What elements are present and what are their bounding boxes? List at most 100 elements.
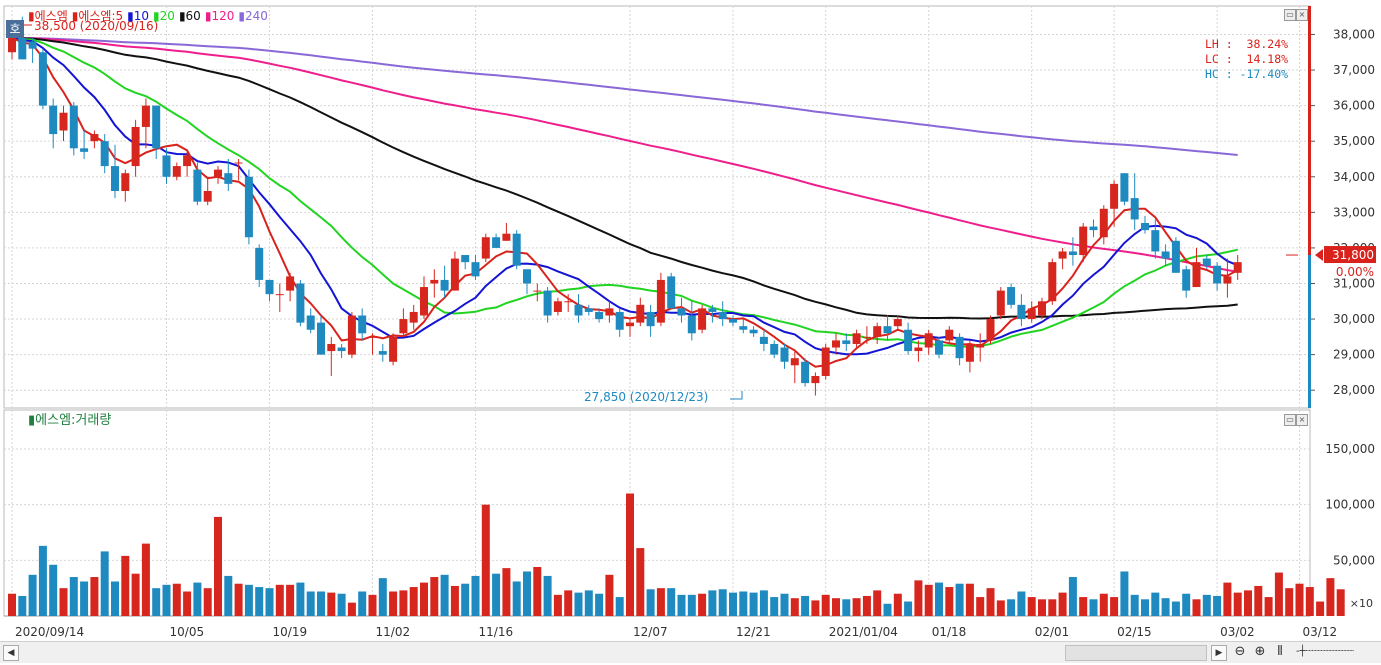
- volume-bar: [347, 602, 356, 616]
- candle-body: [214, 169, 222, 177]
- candle: [327, 336, 336, 376]
- ma-120-line: [11, 37, 1238, 273]
- legend-item[interactable]: 240: [244, 9, 268, 23]
- candle-body: [677, 308, 686, 316]
- volume-bar: [440, 574, 449, 616]
- volume-bar: [1192, 599, 1201, 616]
- scroll-left-icon[interactable]: ◀: [3, 645, 19, 661]
- pane-close-icon[interactable]: ×: [1296, 9, 1308, 21]
- candle: [1079, 223, 1088, 263]
- candle-body: [450, 258, 459, 291]
- candle: [193, 162, 202, 206]
- candle-body: [28, 41, 37, 49]
- last-change-label: 0.00%: [1336, 265, 1374, 279]
- candle: [759, 329, 768, 352]
- date-tick-label: 12/07: [633, 625, 668, 639]
- volume-bar: [481, 504, 490, 616]
- candle-body: [399, 319, 408, 334]
- legend-item[interactable]: 10: [133, 9, 150, 23]
- candle-body: [1141, 223, 1149, 231]
- candle: [378, 343, 387, 362]
- volume-bar: [564, 590, 573, 616]
- volume-pane-close-icon[interactable]: ×: [1296, 414, 1308, 426]
- order-badge[interactable]: 호: [6, 20, 24, 38]
- volume-bar: [770, 597, 779, 616]
- volume-bar: [883, 603, 892, 616]
- hc-stat: HC : -17.40%: [1205, 67, 1289, 81]
- candle-body: [708, 308, 717, 312]
- volume-bar: [141, 543, 150, 616]
- pane-restore-icon[interactable]: ▭: [1284, 9, 1296, 21]
- volume-bar: [38, 545, 47, 616]
- volume-bar: [275, 584, 284, 616]
- candle: [667, 272, 676, 309]
- volume-bars: [8, 493, 1345, 616]
- candle-body: [337, 347, 346, 352]
- candle-body: [1017, 304, 1026, 320]
- candle-body: [1038, 301, 1046, 316]
- volume-bar: [1068, 577, 1077, 616]
- candle: [90, 130, 99, 149]
- volume-pane-restore-icon[interactable]: ▭: [1284, 414, 1296, 426]
- volume-bar: [1285, 588, 1294, 616]
- candle-body: [996, 290, 1005, 316]
- legend-item[interactable]: 120: [211, 9, 235, 23]
- bar-count-icon[interactable]: ⦀: [1277, 644, 1283, 659]
- volume-bar: [1213, 595, 1222, 616]
- candle: [286, 272, 295, 302]
- candle: [955, 333, 964, 366]
- zoom-in-icon[interactable]: ⊕: [1254, 644, 1266, 659]
- volume-bar: [121, 555, 130, 616]
- candle: [152, 105, 161, 159]
- candle-body: [203, 190, 212, 202]
- candle: [28, 38, 37, 63]
- legend-item[interactable]: 에스엠:5: [78, 9, 124, 23]
- volume-bar: [1202, 594, 1211, 616]
- candle: [852, 329, 861, 348]
- candle-body: [38, 52, 47, 106]
- legend-item[interactable]: 에스엠: [34, 9, 68, 23]
- candle-body: [378, 351, 387, 355]
- horizontal-scrollbar[interactable]: ◀ ▶ ⊖ ⊕ ⦀ -┼┈┈┈┈┈┈┈┈: [0, 641, 1381, 663]
- candle-body: [80, 148, 89, 152]
- candle-body: [543, 290, 552, 316]
- candle: [1141, 215, 1149, 234]
- candle: [492, 233, 501, 248]
- scroll-thumb[interactable]: [1065, 645, 1207, 661]
- legend-marker: ▮: [28, 9, 35, 23]
- candle: [595, 308, 604, 323]
- candle: [420, 276, 428, 320]
- candle-body: [141, 105, 150, 127]
- candle: [1027, 301, 1036, 323]
- candle-body: [492, 237, 501, 248]
- volume-bar: [1099, 593, 1108, 616]
- volume-bar: [636, 548, 645, 616]
- price-tick-label: 34,000: [1333, 170, 1375, 184]
- zoom-slider[interactable]: -┼┈┈┈┈┈┈┈┈: [1296, 646, 1354, 657]
- volume-bar: [996, 600, 1005, 616]
- legend-item[interactable]: 20: [159, 9, 175, 23]
- last-price-tag: [1324, 246, 1376, 264]
- volume-tick-label: 150,000: [1325, 442, 1375, 456]
- volume-bar: [502, 568, 511, 616]
- zoom-out-icon[interactable]: ⊖: [1234, 644, 1246, 659]
- volume-bar: [955, 583, 964, 616]
- candle: [708, 304, 717, 323]
- candle-body: [574, 304, 583, 316]
- candle-body: [327, 343, 336, 352]
- scroll-right-icon[interactable]: ▶: [1211, 645, 1227, 661]
- price-tick-label: 29,000: [1333, 348, 1375, 362]
- candle: [131, 119, 140, 177]
- candle-body: [152, 105, 161, 149]
- volume-bar: [1089, 599, 1098, 616]
- candle-body: [595, 311, 604, 320]
- legend-item[interactable]: 60: [185, 9, 201, 23]
- volume-bar: [1244, 590, 1252, 616]
- volume-bar: [605, 574, 614, 616]
- candle-body: [121, 173, 130, 191]
- date-tick-label: 03/12: [1303, 625, 1338, 639]
- candle-body: [1110, 183, 1119, 209]
- volume-bar: [286, 584, 295, 616]
